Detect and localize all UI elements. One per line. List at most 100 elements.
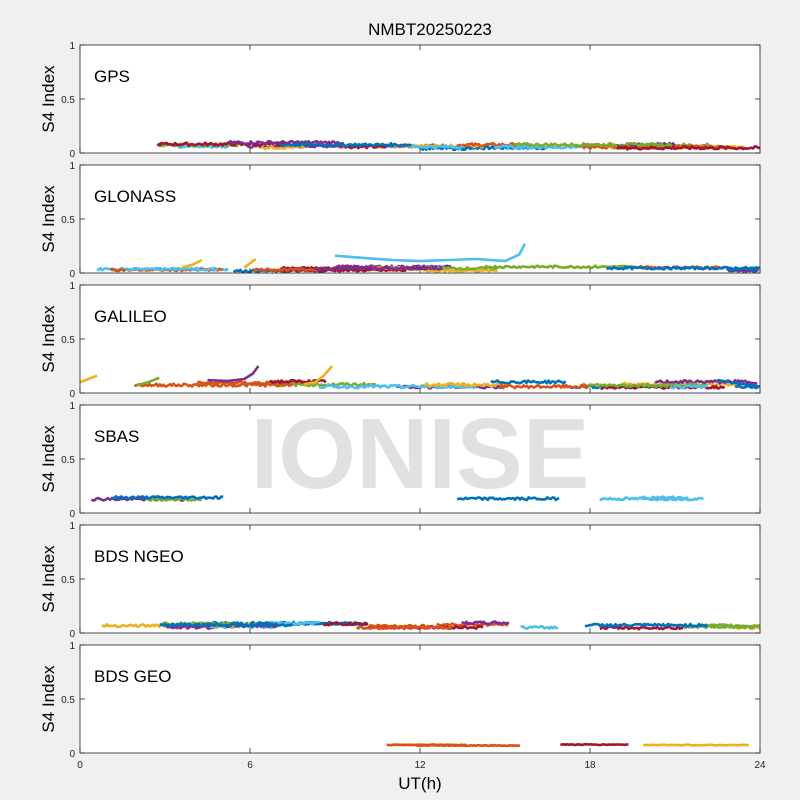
y-axis-label: S4 Index <box>39 305 58 373</box>
series-group <box>386 742 749 748</box>
y-tick-label: 0.5 <box>61 335 75 346</box>
axes-area <box>80 165 760 273</box>
panels: 0 0.5 1 GPS S4 Index 0 0.5 1 GLONASS S4 Index 0 0.5… <box>39 41 766 771</box>
series-line <box>734 384 760 390</box>
series-line <box>157 141 309 147</box>
series-line <box>146 496 203 502</box>
y-axis-label: S4 Index <box>39 65 58 133</box>
y-tick-label: 1 <box>69 161 75 172</box>
y-tick-label: 0 <box>69 749 75 760</box>
series-line <box>303 365 334 386</box>
series-group <box>79 365 761 390</box>
panel-bds-ngeo: 0 0.5 1 BDS NGEO S4 Index <box>39 521 761 640</box>
series-line <box>124 266 219 272</box>
panel-label: BDS NGEO <box>94 547 184 566</box>
series-line <box>409 144 464 150</box>
y-tick-label: 1 <box>69 41 75 52</box>
y-tick-label: 0 <box>69 509 75 520</box>
y-tick-label: 0 <box>69 389 75 400</box>
series-group <box>90 495 705 502</box>
panel-bds-geo: 0 0.5 1 0 6 12 18 24 BDS GEO S4 Index <box>39 641 766 771</box>
x-tick-label: 18 <box>584 760 596 771</box>
y-tick-label: 0 <box>69 149 75 160</box>
series-group <box>156 139 761 152</box>
y-tick-label: 0.5 <box>61 215 75 226</box>
series-line <box>134 382 294 388</box>
y-tick-label: 1 <box>69 521 75 532</box>
series-line <box>159 622 294 628</box>
y-tick-label: 0.5 <box>61 575 75 586</box>
series-line <box>260 144 306 151</box>
series-line <box>369 623 430 629</box>
series-line <box>181 258 203 269</box>
series-line <box>490 379 567 385</box>
y-tick-label: 0.5 <box>61 95 75 106</box>
series-line <box>560 742 629 747</box>
series-line <box>110 495 224 500</box>
series-line <box>323 621 369 627</box>
series-line <box>520 624 559 630</box>
panel-label: GLONASS <box>94 187 176 206</box>
series-line <box>584 622 709 628</box>
series-group <box>96 243 760 274</box>
series-line <box>717 378 761 388</box>
axes-area <box>80 405 760 513</box>
series-line <box>386 743 467 747</box>
x-tick-label: 24 <box>754 760 766 771</box>
series-line <box>654 379 758 385</box>
series-line <box>243 257 257 269</box>
y-tick-label: 0 <box>69 629 75 640</box>
series-line <box>79 374 98 384</box>
series-line <box>669 384 709 390</box>
y-tick-label: 0 <box>69 269 75 280</box>
series-line <box>484 264 634 270</box>
axes-area <box>80 285 760 393</box>
series-group <box>101 620 761 631</box>
panel-label: GPS <box>94 67 130 86</box>
y-tick-label: 1 <box>69 401 75 412</box>
series-line <box>136 376 160 387</box>
series-line <box>318 383 477 390</box>
series-line <box>513 142 673 148</box>
series-line <box>461 620 510 626</box>
y-tick-label: 0.5 <box>61 695 75 706</box>
y-axis-label: S4 Index <box>39 185 58 253</box>
series-line <box>643 743 749 747</box>
axes-area <box>80 645 760 753</box>
x-axis-label: UT(h) <box>398 774 441 793</box>
series-line <box>334 243 526 263</box>
watermark: IONISE <box>251 398 590 510</box>
series-line <box>615 145 761 151</box>
panel-gps: 0 0.5 1 GPS S4 Index <box>39 41 761 160</box>
series-line <box>207 365 260 383</box>
series-line <box>269 620 320 626</box>
panel-label: BDS GEO <box>94 667 171 686</box>
y-axis-label: S4 Index <box>39 545 58 613</box>
y-tick-label: 1 <box>69 281 75 292</box>
panel-label: GALILEO <box>94 307 167 326</box>
panel-sbas: 0 0.5 1 SBAS S4 Index <box>39 401 761 520</box>
series-line <box>423 382 511 388</box>
series-line <box>498 383 590 390</box>
series-line <box>314 266 443 271</box>
y-axis-label: S4 Index <box>39 665 58 733</box>
series-line <box>599 625 684 631</box>
y-axis-label: S4 Index <box>39 425 58 493</box>
x-tick-label: 12 <box>414 760 426 771</box>
series-line <box>252 267 318 273</box>
y-tick-label: 0.5 <box>61 455 75 466</box>
panel-label: SBAS <box>94 427 139 446</box>
series-line <box>456 496 560 502</box>
panel-glonass: 0 0.5 1 GLONASS S4 Index <box>39 161 761 280</box>
series-line <box>355 625 453 631</box>
series-line <box>422 268 498 273</box>
axes-area <box>80 525 760 633</box>
series-line <box>279 142 412 148</box>
axes-area <box>80 45 760 153</box>
panel-galileo: 0 0.5 1 GALILEO S4 Index <box>39 281 761 400</box>
y-tick-label: 1 <box>69 641 75 652</box>
figure-title: NMBT20250223 <box>368 20 492 39</box>
x-tick-label: 6 <box>247 760 253 771</box>
series-line <box>726 266 759 272</box>
x-tick-label: 0 <box>77 760 83 771</box>
